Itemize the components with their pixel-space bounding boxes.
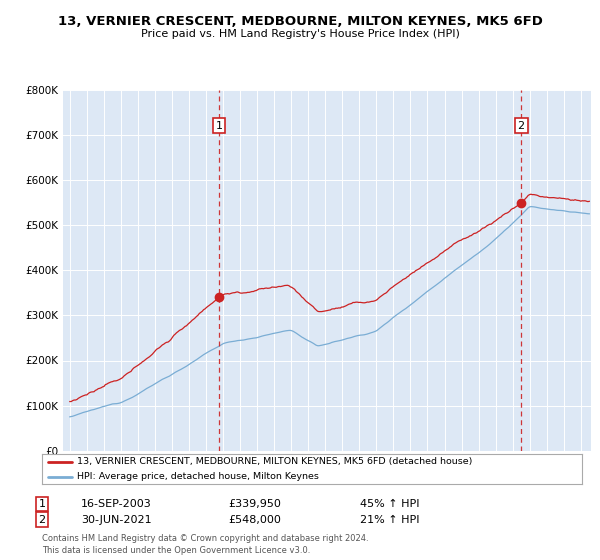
Text: 1: 1 bbox=[215, 121, 223, 130]
Text: 2: 2 bbox=[518, 121, 525, 130]
Text: 13, VERNIER CRESCENT, MEDBOURNE, MILTON KEYNES, MK5 6FD: 13, VERNIER CRESCENT, MEDBOURNE, MILTON … bbox=[58, 15, 542, 28]
Text: 16-SEP-2003: 16-SEP-2003 bbox=[81, 499, 152, 509]
Text: 13, VERNIER CRESCENT, MEDBOURNE, MILTON KEYNES, MK5 6FD (detached house): 13, VERNIER CRESCENT, MEDBOURNE, MILTON … bbox=[77, 458, 472, 466]
Text: 45% ↑ HPI: 45% ↑ HPI bbox=[360, 499, 419, 509]
Text: 30-JUN-2021: 30-JUN-2021 bbox=[81, 515, 152, 525]
Text: £339,950: £339,950 bbox=[228, 499, 281, 509]
Text: 2: 2 bbox=[38, 515, 46, 525]
Text: HPI: Average price, detached house, Milton Keynes: HPI: Average price, detached house, Milt… bbox=[77, 472, 319, 481]
Text: Contains HM Land Registry data © Crown copyright and database right 2024.
This d: Contains HM Land Registry data © Crown c… bbox=[42, 534, 368, 555]
Text: 21% ↑ HPI: 21% ↑ HPI bbox=[360, 515, 419, 525]
Text: 1: 1 bbox=[38, 499, 46, 509]
Text: Price paid vs. HM Land Registry's House Price Index (HPI): Price paid vs. HM Land Registry's House … bbox=[140, 29, 460, 39]
Text: £548,000: £548,000 bbox=[228, 515, 281, 525]
